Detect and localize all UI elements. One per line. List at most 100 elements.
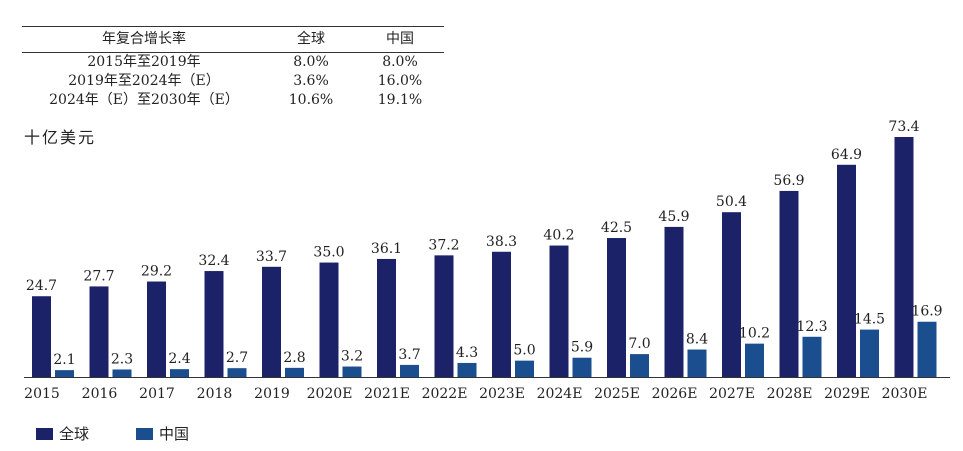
data-label-china: 2.8 [283,350,305,366]
cagr-header-row: 年复合增长率 全球 中国 [22,26,444,53]
bar-global [147,281,166,377]
data-label-china: 5.9 [571,340,593,356]
x-tick-label: 2019 [254,386,290,402]
bar-china [687,349,707,377]
bar-global [607,238,626,377]
bar-global [492,251,511,377]
cagr-period: 2019年至2024年（E） [68,73,220,89]
data-label-china: 3.7 [398,347,420,363]
x-tick-label: 2029E [824,386,870,402]
legend-label-china: 中国 [159,425,190,443]
cagr-china: 16.0% [377,73,423,89]
cagr-global: 8.0% [293,54,329,70]
bar-global [377,258,396,377]
legend-item-china: 中国 [136,423,189,444]
data-label-china: 14.5 [854,312,885,328]
cagr-global: 3.6% [293,73,329,89]
cagr-table: 年复合增长率 全球 中国 2015年至2019年 8.0% 8.0% 2019年… [22,26,444,110]
x-tick-label: 2018 [197,386,233,402]
data-label-china: 3.2 [341,349,363,365]
bar-china [170,369,189,377]
data-label-china: 2.4 [168,351,190,367]
bar-china [285,367,304,377]
table-row: 2015年至2019年 8.0% 8.0% [22,53,444,73]
x-tick-label: 2028E [767,386,813,402]
bar-global [89,286,109,377]
cagr-period: 2024年（E）至2030年（E） [49,92,239,108]
bar-china [860,329,879,377]
bar-global [837,164,856,377]
x-tick-label: 2021E [364,386,410,402]
data-label-global: 42.5 [601,220,632,236]
bar-global [779,190,799,377]
data-label-china: 10.2 [739,326,770,342]
data-label-global: 40.2 [543,228,574,244]
data-label-china: 2.1 [53,352,75,368]
x-tick-label: 2030E [882,386,928,402]
data-label-china: 4.3 [456,345,478,361]
data-label-global: 56.9 [773,173,804,189]
table-row: 2019年至2024年（E） 3.6% 16.0% [22,72,444,91]
data-label-global: 33.7 [256,249,287,265]
cagr-header-global: 全球 [266,26,356,53]
cagr-header-period: 年复合增长率 [22,26,266,53]
data-label-china: 2.7 [226,350,248,366]
x-tick-label: 2017 [139,386,175,402]
data-label-global: 37.2 [428,237,459,253]
bar-china [572,357,592,377]
legend-swatch-china [136,427,153,440]
data-label-china: 16.9 [911,304,942,320]
x-tick-label: 2020E [307,386,353,402]
data-label-china: 7.0 [628,336,650,352]
cagr-china: 19.1% [377,92,423,108]
data-label-global: 45.9 [658,209,689,225]
bar-china [400,364,419,377]
bar-global [434,255,454,377]
data-label-global: 38.3 [486,234,517,250]
legend-swatch-global [36,427,53,440]
data-label-global: 35.0 [313,245,344,261]
legend-item-global: 全球 [36,423,89,444]
data-label-global: 24.7 [26,278,57,294]
cagr-period: 2015年至2019年 [87,54,201,70]
bar-china [917,321,937,377]
bar-china [55,370,74,377]
bar-china [745,343,764,377]
x-tick-label: 2016 [82,386,118,402]
data-label-china: 2.3 [111,351,133,367]
cagr-china: 8.0% [382,54,418,70]
cagr-global: 10.6% [288,92,334,108]
x-tick-label: 2024E [537,386,583,402]
data-label-china: 5.0 [513,343,535,359]
bar-china [802,336,822,377]
bar-global [262,266,281,377]
bar-china [227,368,247,377]
table-row: 2024年（E）至2030年（E） 10.6% 19.1% [22,91,444,110]
bar-china [515,360,534,377]
bar-global [204,271,224,377]
bar-global [319,262,339,377]
x-tick-label: 2015 [24,386,60,402]
bar-china [630,354,649,377]
bar-global [722,212,741,377]
bar-global [549,245,569,377]
unit-label: 十亿美元 [24,128,97,147]
data-label-china: 8.4 [686,332,708,348]
x-tick-label: 2022E [422,386,468,402]
x-tick-label: 2023E [479,386,525,402]
bar-global [664,226,684,377]
x-tick-label: 2026E [652,386,698,402]
data-label-global: 29.2 [141,264,172,280]
data-label-global: 27.7 [83,268,114,284]
bar-china [342,366,362,377]
data-label-global: 64.9 [831,147,862,163]
bar-global [894,136,914,377]
cagr-header-china: 中国 [356,26,444,53]
data-label-global: 73.4 [888,119,919,135]
data-label-global: 32.4 [198,253,229,269]
data-label-global: 36.1 [371,241,402,257]
data-label-global: 50.4 [716,194,747,210]
data-label-china: 12.3 [796,319,827,335]
bar-china [112,369,132,377]
